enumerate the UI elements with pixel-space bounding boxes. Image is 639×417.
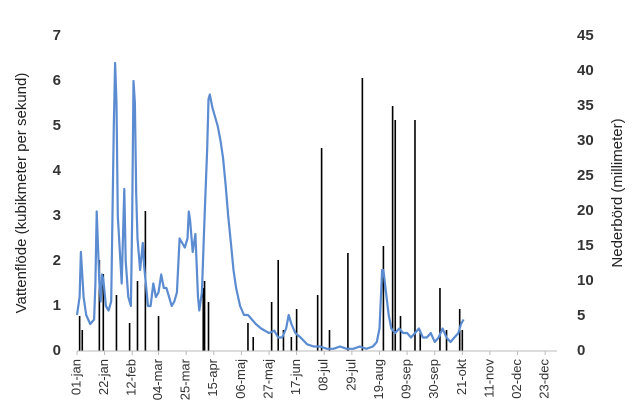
x-tick-label: 15-apr xyxy=(205,358,220,396)
bar xyxy=(78,316,81,351)
y-tick-label: 7 xyxy=(53,27,61,44)
x-tick-label: 27-maj xyxy=(260,359,275,399)
x-tick-label: 01-jan xyxy=(68,359,83,395)
bar xyxy=(277,260,280,351)
bar xyxy=(382,246,385,351)
y2-tick-label: 35 xyxy=(577,97,594,114)
x-tick-label: 09-sep xyxy=(399,359,414,399)
bar xyxy=(320,148,323,351)
bar xyxy=(247,323,249,351)
x-tick-label: 23-dec xyxy=(537,359,552,399)
x-tick-label: 30-sep xyxy=(426,359,441,399)
bar xyxy=(102,274,105,351)
y-tick-label: 0 xyxy=(53,342,61,359)
y2-tick-label: 0 xyxy=(577,342,585,359)
bar xyxy=(391,106,394,351)
y-tick-label: 3 xyxy=(53,207,61,224)
x-tick-label: 06-maj xyxy=(233,359,248,399)
bar xyxy=(252,337,255,351)
bar xyxy=(445,330,448,351)
x-tick-label: 17-jun xyxy=(288,359,303,395)
bar xyxy=(81,330,84,351)
x-tick-label: 12-feb xyxy=(124,359,139,396)
bar xyxy=(128,323,131,351)
x-tick-label: 25-mar xyxy=(178,358,193,400)
y2-axis-title: Nederbörd (millimeter) xyxy=(609,118,626,267)
y2-tick-label: 20 xyxy=(577,202,594,219)
x-tick-label: 02-dec xyxy=(509,359,524,399)
y-axis-title: Vattenflöde (kubikmeter per sekund) xyxy=(13,73,30,314)
bar xyxy=(157,316,160,351)
bar xyxy=(270,302,273,351)
x-tick-label: 08-jul xyxy=(316,359,331,391)
bar xyxy=(290,337,293,351)
y2-tick-label: 40 xyxy=(577,62,594,79)
y2-tick-label: 5 xyxy=(577,307,585,324)
y-tick-label: 2 xyxy=(53,252,61,269)
y-tick-label: 6 xyxy=(53,72,61,89)
bar xyxy=(115,295,118,351)
line xyxy=(75,61,465,350)
x-tick-label: 19-aug xyxy=(371,359,386,399)
y2-tick-label: 10 xyxy=(577,272,594,289)
bar xyxy=(282,330,285,351)
bar xyxy=(316,295,319,351)
y2-tick-label: 15 xyxy=(577,237,594,254)
bar xyxy=(202,288,205,351)
x-tick-label: 11-nov xyxy=(481,359,496,398)
y-tick-label: 4 xyxy=(53,162,62,179)
bar xyxy=(295,309,298,351)
bar xyxy=(439,288,441,351)
bar xyxy=(136,281,139,351)
bar xyxy=(98,260,101,351)
y2-tick-label: 25 xyxy=(577,167,594,184)
bar xyxy=(461,330,464,351)
bar xyxy=(394,120,397,351)
x-tick-label: 22-jan xyxy=(96,359,111,395)
bar xyxy=(207,302,210,351)
bar xyxy=(419,330,422,351)
x-tick-label: 21-okt xyxy=(454,359,469,396)
x-tick-label: 04-mar xyxy=(150,358,165,400)
bar xyxy=(414,120,416,351)
bar xyxy=(347,253,349,351)
y2-tick-label: 30 xyxy=(577,132,594,149)
bar xyxy=(328,330,331,351)
y2-tick-label: 45 xyxy=(577,27,594,44)
y-tick-label: 1 xyxy=(53,297,61,314)
bar xyxy=(361,78,364,351)
x-tick-label: 29-jul xyxy=(343,359,358,391)
y-tick-label: 5 xyxy=(53,117,61,134)
bar xyxy=(399,316,402,351)
bar xyxy=(203,281,206,351)
